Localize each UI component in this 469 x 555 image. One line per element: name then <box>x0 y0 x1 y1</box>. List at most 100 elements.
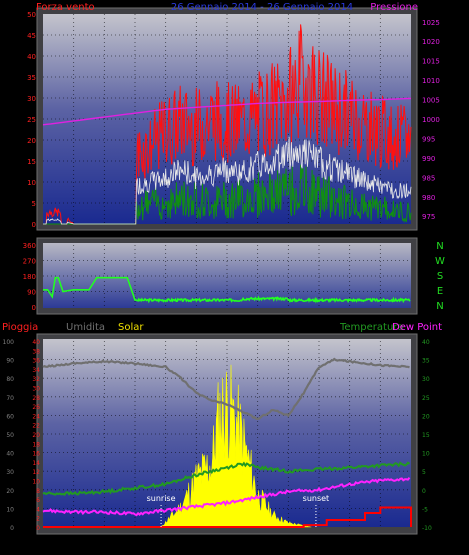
x-tick-label: 04 <box>99 541 109 550</box>
legend-solar: Solar <box>118 322 144 333</box>
x-tick-label: 06 <box>130 541 140 550</box>
x-tick-label: 16 <box>283 541 293 550</box>
x-tick-label: sunrise <box>151 541 180 550</box>
y-left-tick-label: 16 <box>32 451 40 458</box>
humidity-tick-label: 40 <box>6 451 14 458</box>
y-left-tick-label: 0 <box>36 525 40 532</box>
y-right-tick-label: 1005 <box>422 97 440 105</box>
y-left-tick-label: 15 <box>27 158 36 166</box>
legend-rain: Pioggia <box>2 322 38 333</box>
panel1-title: 26 Gennaio 2014 - 26 Gennaio 2014 <box>171 2 353 13</box>
y-left-tick-label: 10 <box>27 179 36 187</box>
direction-tick-label: 90 <box>27 289 36 297</box>
y-left-tick-label: 26 <box>32 404 40 411</box>
compass-label: E <box>437 286 443 297</box>
humidity-tick-label: 50 <box>6 432 14 439</box>
x-tick-label: 16 <box>283 231 293 240</box>
x-tick-label: 14 <box>253 231 263 240</box>
humidity-tick-label: 60 <box>6 413 14 420</box>
x-tick-label: 20 <box>345 541 355 550</box>
x-tick-label: 18 <box>314 231 324 240</box>
y-right-tick-label: 1010 <box>422 77 440 85</box>
compass-label: W <box>435 256 445 267</box>
legend-wind-strength: Forza vento <box>36 2 95 13</box>
x-tick-label: 12 <box>222 231 232 240</box>
humidity-tick-label: 90 <box>6 358 14 365</box>
x-tick-label: 10 <box>191 231 201 240</box>
compass-label: N <box>436 301 443 312</box>
rain-line <box>43 506 412 528</box>
x-tick-label: 02 <box>69 541 79 550</box>
y-left-tick-label: 32 <box>32 376 40 383</box>
sunrise-label: sunrise <box>147 494 176 503</box>
y-left-tick-label: 18 <box>32 441 40 448</box>
x-tick-label: 12 <box>222 541 232 550</box>
y-left-tick-label: 34 <box>32 367 40 374</box>
sunset-label: sunset <box>303 494 330 503</box>
y-left-tick-label: 12 <box>32 469 40 476</box>
x-tick-label: 22 <box>375 231 385 240</box>
direction-tick-label: 180 <box>23 273 36 281</box>
x-tick-label: 22 <box>375 541 385 550</box>
compass-label: N <box>436 241 443 252</box>
panel2-marks <box>43 276 411 304</box>
legend-humidity: Umidita <box>66 322 105 333</box>
y-left-tick-label: 24 <box>32 413 40 420</box>
y-right-tick-label: 1000 <box>422 116 440 124</box>
y-left-tick-label: 4 <box>36 506 40 513</box>
x-tick-label: 00 <box>406 541 416 550</box>
compass-label: S <box>437 271 443 282</box>
x-tick-label: 04 <box>99 231 109 240</box>
humidity-tick-label: 20 <box>6 488 14 495</box>
y-left-tick-label: 30 <box>32 386 40 393</box>
y-right-tick-label: 985 <box>422 174 435 182</box>
y-right-tick-label: -5 <box>422 506 428 513</box>
y-left-tick-label: 8 <box>36 488 40 495</box>
humidity-tick-label: 10 <box>6 506 14 513</box>
panel2-axes: 0 90 180 270 360 <box>23 242 36 312</box>
legend-temperature: Temperatura <box>339 322 404 333</box>
y-right-tick-label: 15 <box>422 432 430 439</box>
y-left-tick-label: 20 <box>32 432 40 439</box>
panel2-plot-bg <box>43 243 411 308</box>
y-left-tick-label: 36 <box>32 358 40 365</box>
panel-temperature-humidity: sunrise sunset 02468101214161820222426283… <box>2 322 442 550</box>
panel3-marks: sunrise sunset <box>42 357 412 528</box>
y-left-tick-label: 0 <box>32 221 36 229</box>
x-tick-label: 08 <box>161 231 171 240</box>
y-left-tick-label: 40 <box>27 53 36 61</box>
pressure-line <box>42 97 412 126</box>
humidity-tick-label: 0 <box>10 525 14 532</box>
y-right-tick-label: 1020 <box>422 38 440 46</box>
panel1-axes: 0510152025303540455097598098599099510001… <box>27 11 440 240</box>
y-left-tick-label: 22 <box>32 423 40 430</box>
solar-area <box>160 364 312 528</box>
wind-direction-line <box>43 276 411 304</box>
y-right-tick-label: 975 <box>422 213 435 221</box>
y-right-tick-label: 1015 <box>422 58 440 66</box>
y-left-tick-label: 25 <box>27 116 36 124</box>
x-tick-label: 06 <box>130 231 140 240</box>
temperature-line <box>42 461 411 496</box>
y-left-tick-label: 5 <box>32 200 36 208</box>
y-right-tick-label: 990 <box>422 155 435 163</box>
legend-dew-point: Dew Point <box>392 322 442 333</box>
panel3-axes: 0246810121416182022242628303234363840010… <box>3 339 432 550</box>
humidity-tick-label: 100 <box>3 339 15 346</box>
y-right-tick-label: 20 <box>422 413 430 420</box>
y-left-tick-label: 20 <box>27 137 36 145</box>
legend-pressure: Pressione <box>370 2 418 13</box>
y-left-tick-label: 45 <box>27 32 36 40</box>
wind-average-line <box>43 136 412 225</box>
y-left-tick-label: 50 <box>27 11 36 19</box>
y-right-tick-label: 10 <box>422 451 430 458</box>
y-right-tick-label: 25 <box>422 395 430 402</box>
y-left-tick-label: 40 <box>32 339 40 346</box>
dew-point-line <box>42 476 411 517</box>
x-tick-label: 00 <box>406 231 416 240</box>
x-tick-label: sunset <box>306 541 333 550</box>
y-left-tick-label: 10 <box>32 479 40 486</box>
y-right-tick-label: 5 <box>422 469 426 476</box>
